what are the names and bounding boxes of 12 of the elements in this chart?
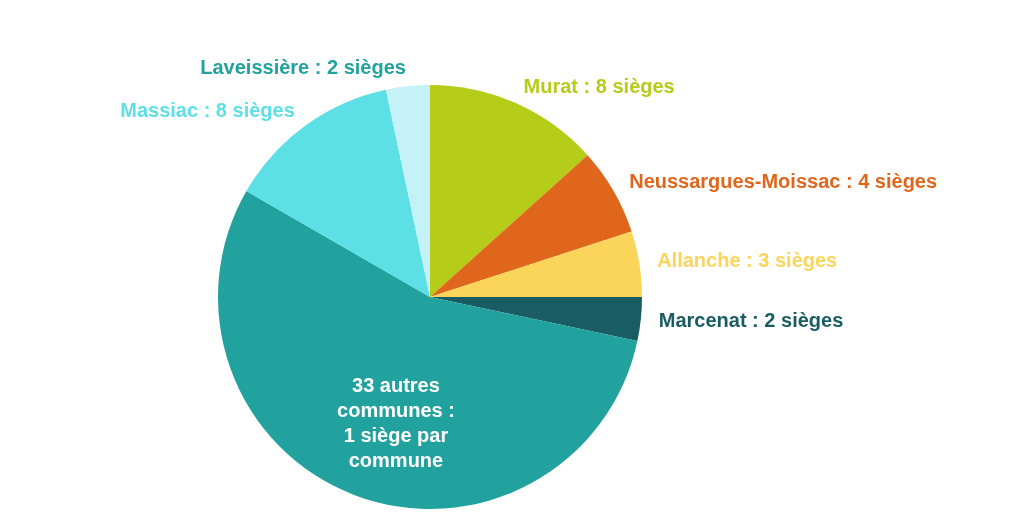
- slice-label: Marcenat : 2 sièges: [658, 309, 844, 332]
- slice-label: Laveissière : 2 sièges: [200, 56, 406, 79]
- slice-label: Massiac : 8 sièges: [120, 98, 295, 121]
- pie-slice: [218, 191, 638, 509]
- slice-label: Neussargues-Moissac : 4 sièges: [629, 170, 938, 192]
- pie-slice: [430, 297, 642, 342]
- pie-slice: [385, 85, 430, 297]
- slice-label: Murat : 8 sièges: [523, 74, 675, 97]
- slice-label: 33 autres communes : 1 siège par commune: [337, 373, 455, 471]
- pie-slice: [430, 231, 642, 297]
- slice-label: Allanche : 3 sièges: [657, 249, 838, 272]
- pie-slice: [430, 155, 632, 297]
